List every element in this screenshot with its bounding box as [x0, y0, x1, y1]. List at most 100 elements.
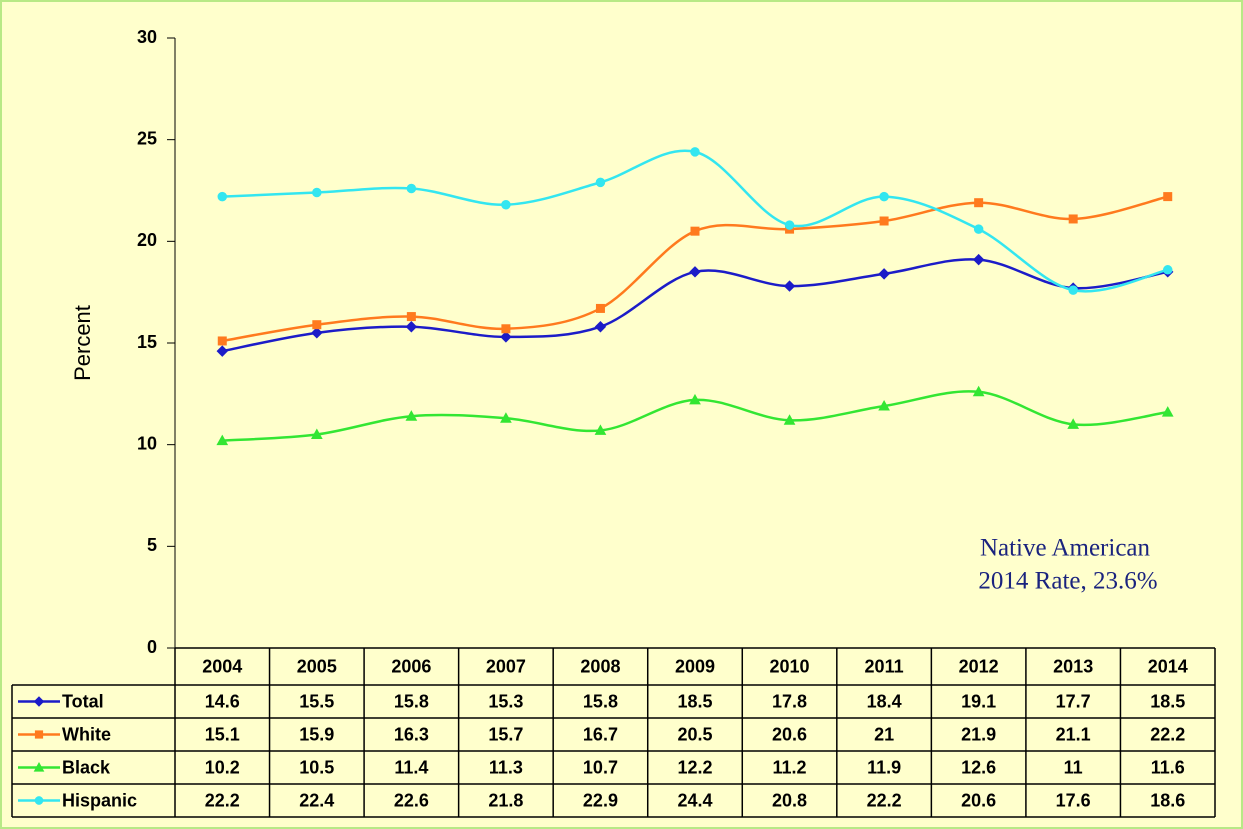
table-value: 11.9: [867, 757, 901, 777]
table-value: 15.9: [299, 724, 334, 744]
table-value: 16.7: [583, 724, 618, 744]
table-value: 14.6: [205, 691, 240, 711]
table-value: 11.4: [394, 757, 428, 777]
marker: [972, 253, 985, 266]
x-tick-label: 2013: [1053, 656, 1093, 676]
table-value: 22.6: [394, 790, 429, 810]
table-value: 22.9: [583, 790, 618, 810]
marker: [973, 224, 984, 234]
table-value: 10.7: [583, 757, 618, 777]
marker: [405, 321, 418, 333]
table-value: 21.1: [1056, 724, 1091, 744]
legend-label: Black: [62, 757, 111, 777]
marker: [689, 393, 701, 405]
table-value: 19.1: [961, 691, 996, 711]
marker: [879, 216, 889, 226]
x-tick-label: 2010: [770, 656, 810, 676]
legend-marker: [33, 696, 45, 707]
marker: [879, 191, 889, 202]
legend-label: White: [62, 724, 111, 744]
legend-label: Hispanic: [62, 790, 137, 810]
table-value: 15.5: [299, 691, 334, 711]
y-tick-label: 5: [147, 535, 157, 555]
table-value: 11.3: [489, 757, 523, 777]
marker: [1163, 192, 1173, 202]
legend-marker: [33, 761, 45, 772]
table-value: 15.8: [394, 691, 429, 711]
y-tick-label: 10: [137, 433, 157, 453]
table-value: 18.5: [677, 691, 712, 711]
marker: [972, 385, 985, 397]
marker: [501, 324, 511, 334]
table-value: 10.5: [299, 757, 334, 777]
table-value: 12.2: [677, 757, 712, 777]
marker: [405, 410, 418, 421]
table-value: 17.8: [772, 691, 807, 711]
y-tick-label: 25: [137, 128, 157, 148]
table-value: 22.2: [205, 790, 240, 810]
marker: [1162, 265, 1173, 275]
x-tick-label: 2011: [865, 656, 904, 676]
table-value: 21.9: [961, 724, 996, 744]
table-value: 21: [874, 724, 894, 744]
marker: [312, 187, 322, 198]
table-value: 24.4: [677, 790, 712, 810]
marker: [406, 183, 417, 194]
y-tick-label: 20: [137, 230, 157, 250]
y-tick-label: 0: [147, 637, 157, 657]
table-value: 18.5: [1150, 691, 1185, 711]
table-value: 22.4: [299, 790, 334, 810]
marker: [595, 303, 605, 313]
table-value: 15.7: [488, 724, 523, 744]
marker: [594, 321, 607, 333]
y-tick-label: 30: [137, 27, 157, 47]
x-tick-label: 2009: [675, 656, 715, 676]
annotation: 2014 Rate, 23.6%: [978, 568, 1157, 595]
y-axis-label: Percent: [70, 305, 95, 381]
table-value: 20.8: [772, 790, 807, 810]
marker: [689, 266, 701, 278]
x-tick-label: 2005: [297, 656, 337, 676]
x-tick-label: 2012: [959, 656, 999, 676]
marker: [312, 320, 322, 330]
x-tick-label: 2007: [486, 656, 526, 676]
x-tick-label: 2004: [202, 656, 242, 676]
table-value: 15.1: [205, 724, 240, 744]
legend-marker: [34, 796, 44, 805]
legend-label: Total: [62, 691, 104, 711]
table-value: 17.6: [1056, 790, 1091, 810]
table-value: 15.8: [583, 691, 618, 711]
table-value: 22.2: [867, 790, 902, 810]
marker: [217, 191, 228, 202]
marker: [690, 147, 700, 157]
table-value: 20.5: [677, 724, 712, 744]
marker: [216, 434, 229, 446]
y-tick-label: 15: [137, 332, 157, 352]
legend-marker: [34, 730, 44, 739]
marker: [1161, 406, 1174, 417]
table-value: 10.2: [205, 757, 240, 777]
table-value: 21.8: [488, 790, 523, 810]
table-value: 18.4: [867, 691, 902, 711]
marker: [500, 331, 512, 343]
table-value: 11.2: [773, 757, 807, 777]
table-value: 11: [1064, 757, 1083, 777]
marker: [311, 327, 323, 339]
marker: [1068, 214, 1078, 224]
marker: [216, 345, 228, 357]
marker: [783, 414, 796, 425]
marker: [1067, 418, 1080, 429]
marker: [501, 199, 511, 210]
line: [222, 149, 1169, 293]
marker: [595, 177, 606, 188]
x-tick-label: 2014: [1148, 656, 1188, 676]
marker: [690, 226, 700, 236]
marker: [500, 412, 512, 423]
table-value: 12.6: [961, 757, 996, 777]
x-tick-label: 2006: [391, 656, 431, 676]
marker: [310, 428, 323, 439]
marker: [217, 336, 227, 346]
table-value: 17.7: [1056, 691, 1091, 711]
